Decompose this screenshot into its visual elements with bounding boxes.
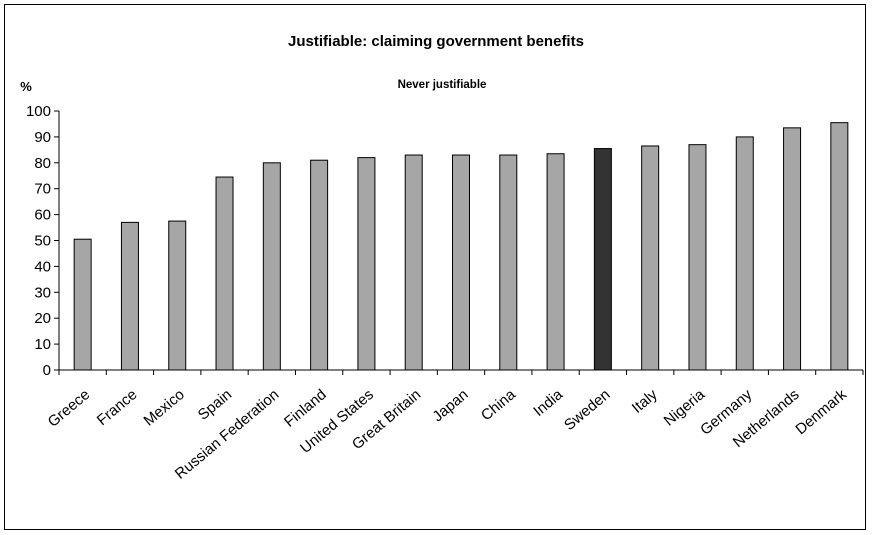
x-tick-label: Sweden (561, 386, 613, 434)
y-tick-label: 30 (34, 284, 51, 301)
bar-russian-federation (262, 162, 281, 371)
bars (73, 122, 849, 371)
y-tick-label: 90 (34, 129, 51, 146)
chart-subtitle: Never justifiable (398, 79, 487, 91)
bar-france (120, 221, 139, 371)
x-tick-label: India (530, 386, 566, 420)
y-tick-label: 10 (34, 336, 51, 353)
bar-netherlands (783, 127, 802, 371)
bar-germany (735, 136, 754, 371)
y-tick-label: 100 (26, 103, 51, 120)
y-tick-label: 50 (34, 233, 51, 250)
x-tick-label: China (478, 386, 519, 425)
x-tick-label: Greece (45, 386, 94, 431)
y-tick-label: 20 (34, 310, 51, 327)
y-axis: 0 10 20 30 40 50 60 70 80 90 100 (26, 103, 59, 379)
y-tick-label: 60 (34, 207, 51, 224)
x-tick-label: France (94, 386, 141, 429)
x-tick-label: Denmark (792, 386, 850, 438)
bar-united-states (357, 157, 376, 371)
bar-japan (452, 154, 470, 371)
y-axis-label: % (20, 79, 32, 94)
x-tick-label: Italy (629, 386, 661, 417)
bar-italy (641, 145, 660, 371)
y-tick-label: 80 (34, 155, 51, 172)
bar-great-britain (404, 154, 423, 371)
bar-denmark (830, 122, 849, 371)
y-tick-label: 0 (43, 362, 51, 379)
x-tick-label: Spain (195, 386, 235, 424)
bar-finland (310, 159, 329, 371)
bar-nigeria (688, 144, 707, 371)
chart-frame: Justifiable: claiming government benefit… (4, 4, 866, 530)
bar-mexico (168, 220, 187, 371)
bar-india (546, 153, 565, 371)
bar-greece (73, 238, 92, 371)
bar-spain (215, 176, 234, 371)
y-tick-label: 40 (34, 258, 51, 275)
bar-chart: Justifiable: claiming government benefit… (20, 33, 864, 483)
bar-sweden (593, 148, 612, 371)
x-tick-label: Mexico (140, 386, 187, 430)
chart-title: Justifiable: claiming government benefit… (288, 33, 584, 50)
x-tick-label: Japan (429, 386, 471, 425)
bar-china (499, 154, 518, 371)
y-tick-label: 70 (34, 181, 51, 198)
